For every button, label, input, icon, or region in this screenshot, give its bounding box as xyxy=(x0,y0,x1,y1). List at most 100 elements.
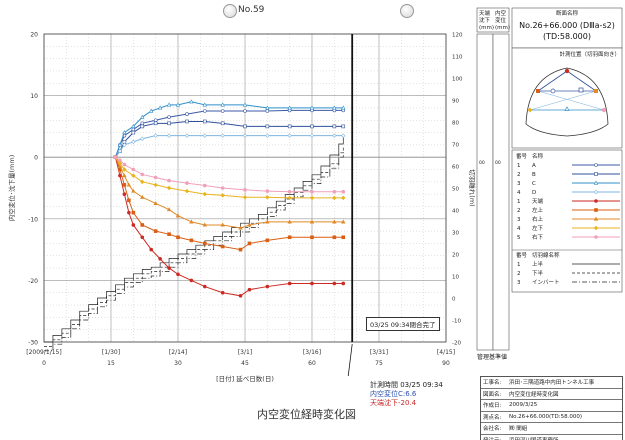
project-info-key: 会社名: xyxy=(483,426,502,433)
completion-note: 03/25 09:34閉合完了 xyxy=(366,317,440,331)
data-point xyxy=(310,235,314,240)
data-point xyxy=(238,225,243,230)
data-point xyxy=(265,109,270,113)
data-point xyxy=(247,287,252,292)
legend-box xyxy=(511,149,623,293)
data-point xyxy=(175,213,181,218)
section-label: 断面名称 xyxy=(556,9,579,17)
legend-name: 右下 xyxy=(532,233,544,241)
data-point xyxy=(167,121,171,126)
data-point xyxy=(184,188,190,194)
data-point xyxy=(309,105,315,110)
project-info-row: 測点名: No.26+66.000(TD:58.000) xyxy=(481,412,622,423)
data-point xyxy=(118,158,122,163)
data-point xyxy=(131,167,136,172)
date-tick-label: [3/1] xyxy=(238,349,252,356)
data-point xyxy=(131,123,136,128)
marker-b xyxy=(578,87,584,93)
data-point xyxy=(310,124,314,129)
baseline-label: 管理基準値 xyxy=(477,353,507,361)
data-point xyxy=(287,189,292,194)
data-point xyxy=(332,189,337,194)
data-point xyxy=(140,179,145,185)
data-point xyxy=(117,164,123,169)
legend-no: 2 xyxy=(517,208,521,214)
line-d-1 xyxy=(537,90,605,111)
data-point xyxy=(131,210,136,215)
data-point xyxy=(265,105,270,110)
project-info-value: ㈱ 間組 xyxy=(509,426,528,433)
project-info-row: 図面名: 内空変位経時変化図 xyxy=(481,389,622,400)
data-point xyxy=(287,281,292,286)
date-tick-label: [4/15] xyxy=(437,349,455,356)
data-point xyxy=(594,199,598,203)
project-info-value: 浜田河川国道事務所 xyxy=(507,436,559,440)
y2-tick-label: 40 xyxy=(452,209,459,215)
date-tick-label: [3/16] xyxy=(303,349,321,356)
project-info-row: 会社名: ㈱ 間組 xyxy=(481,423,622,435)
legend-no: 1 xyxy=(517,199,521,205)
data-point xyxy=(242,195,248,200)
data-point xyxy=(287,195,292,201)
data-point xyxy=(309,219,315,224)
data-point xyxy=(594,163,598,167)
data-point xyxy=(247,241,252,246)
face-distance-line xyxy=(44,137,344,343)
series-line xyxy=(115,135,344,158)
project-info-value: 浜田･三隅道路中内田トンネル工事 xyxy=(509,380,595,387)
point-crown xyxy=(564,68,570,74)
data-point xyxy=(593,225,599,231)
legend-name: B xyxy=(532,172,536,178)
legend-name: 右上 xyxy=(532,215,544,223)
data-point xyxy=(220,186,225,190)
data-point xyxy=(140,121,145,126)
data-point xyxy=(185,112,189,116)
legend-no: 4 xyxy=(517,190,521,196)
project-info-row: 作成日: 2009/3/25 xyxy=(481,400,622,412)
project-info: 工事名: 浜田･三隅道路中内田トンネル工事 図面名: 内空変位経時変化図 作成日: 200… xyxy=(480,376,623,440)
data-point xyxy=(140,223,145,227)
data-point xyxy=(341,219,346,224)
position-box xyxy=(511,47,623,149)
plot-frame xyxy=(43,33,447,343)
data-point xyxy=(148,108,154,113)
point-left-bottom xyxy=(527,107,533,113)
data-point xyxy=(332,195,337,201)
y-axis-label: 内空変位･沈下量(mm) xyxy=(7,155,16,222)
data-point xyxy=(341,281,346,286)
data-point xyxy=(131,130,136,135)
series-line xyxy=(115,156,344,199)
data-point xyxy=(238,247,243,252)
data-point xyxy=(167,266,171,270)
data-point xyxy=(287,124,292,129)
data-point xyxy=(140,235,145,240)
data-point xyxy=(309,195,315,201)
position-title: 計測位置（切羽面向き） xyxy=(559,50,620,58)
data-point xyxy=(153,118,158,123)
data-point xyxy=(332,281,337,286)
data-point xyxy=(131,173,136,178)
series-line xyxy=(114,157,344,297)
data-point xyxy=(176,272,180,277)
data-point xyxy=(122,162,127,167)
data-point xyxy=(220,102,225,107)
face-distance-line xyxy=(44,146,344,347)
face-name: 下半 xyxy=(532,269,544,277)
data-point xyxy=(117,161,123,166)
data-point xyxy=(341,133,346,138)
data-point xyxy=(202,222,208,227)
data-point xyxy=(220,133,225,138)
data-point xyxy=(243,124,247,129)
data-point xyxy=(203,284,207,289)
y-tick-label: 10 xyxy=(30,93,38,100)
section-td: (TD:58.000) xyxy=(543,32,591,41)
side-value-1: 00 xyxy=(479,160,485,166)
data-point xyxy=(220,290,225,295)
y2-tick-label: 60 xyxy=(452,165,459,171)
x-axis-label: [日付] 延べ日数(日) xyxy=(216,374,274,383)
data-point xyxy=(220,222,225,227)
y2-tick-label: 0 xyxy=(452,297,456,303)
date-tick-label: [3/31] xyxy=(370,349,388,356)
project-info-key: 発注元: xyxy=(481,436,507,440)
sheet-badge-right xyxy=(400,4,414,18)
